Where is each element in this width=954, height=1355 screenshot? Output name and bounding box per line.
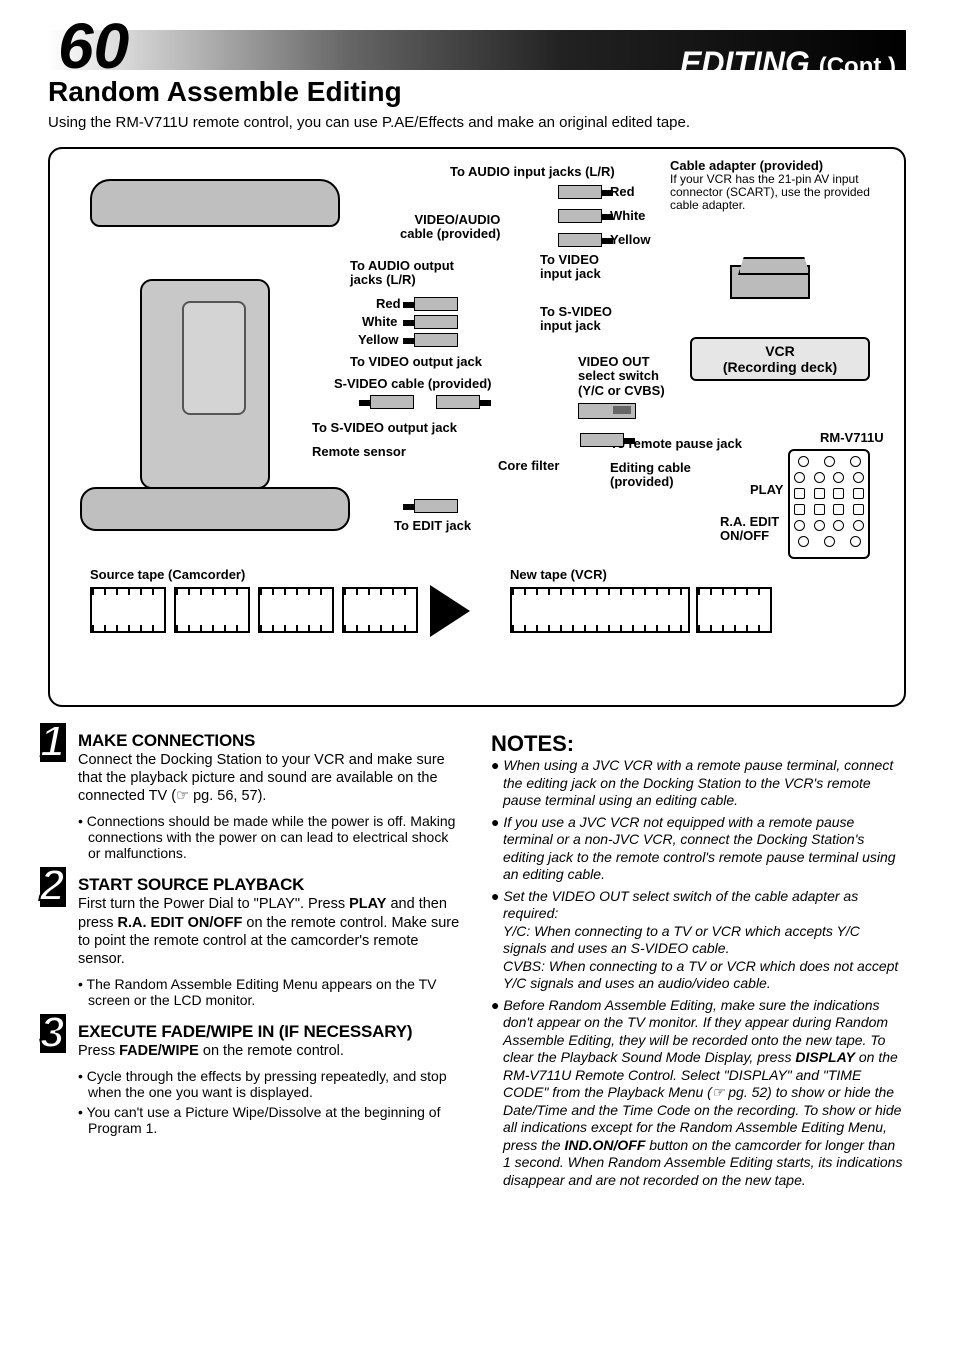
lbl-videoout-switch: VIDEO OUT select switch (Y/C or CVBS) (578, 355, 665, 398)
film-src-3 (258, 587, 334, 633)
connection-diagram: To AUDIO input jacks (L/R) Red White Yel… (48, 147, 906, 707)
lbl-edit-jack: To EDIT jack (394, 519, 471, 533)
switch-icon (578, 403, 636, 419)
docking-station-back (90, 179, 340, 227)
lbl-play: PLAY (750, 483, 783, 497)
lbl-yellow: Yellow (610, 233, 650, 247)
lbl-rm: RM-V711U (820, 431, 884, 445)
note-item: When using a JVC VCR with a remote pause… (491, 757, 906, 810)
plug-red-r (558, 185, 602, 199)
plug-remote-pause (580, 433, 624, 447)
camcorder-body (140, 279, 270, 489)
film-src-4 (342, 587, 418, 633)
lbl-yellow2: Yellow (358, 333, 398, 347)
plug-white-r (558, 209, 602, 223)
step-body: First turn the Power Dial to "PLAY". Pre… (78, 895, 463, 968)
film-src-1 (90, 587, 166, 633)
film-src-2 (174, 587, 250, 633)
step-bullets: Connections should be made while the pow… (78, 813, 463, 861)
step-3: 3EXECUTE FADE/WIPE IN (IF NECESSARY)Pres… (48, 1022, 463, 1136)
film-new-2 (696, 587, 772, 633)
lbl-va-cable: VIDEO/AUDIO cable (provided) (400, 213, 500, 242)
lbl-remote-sensor: Remote sensor (312, 445, 406, 459)
lbl-video-in: To VIDEO input jack (540, 253, 601, 282)
plug-red (414, 297, 458, 311)
plug-svideo-l (370, 395, 414, 409)
note-item: If you use a JVC VCR not equipped with a… (491, 814, 906, 884)
lbl-white: White (610, 209, 645, 223)
intro-text: Using the RM-V711U remote control, you c… (48, 114, 906, 131)
scart-icon (730, 265, 810, 299)
notes-column: NOTES: When using a JVC VCR with a remot… (491, 731, 906, 1193)
instruction-columns: 1MAKE CONNECTIONSConnect the Docking Sta… (48, 731, 906, 1193)
step-title: START SOURCE PLAYBACK (78, 875, 463, 895)
lbl-video-out: To VIDEO output jack (350, 355, 482, 369)
step-title: EXECUTE FADE/WIPE IN (IF NECESSARY) (78, 1022, 463, 1042)
plug-yellow-r (558, 233, 602, 247)
step-number: 2 (40, 867, 66, 906)
lbl-editing-cable: Editing cable (provided) (610, 461, 691, 490)
lbl-newtape: New tape (VCR) (510, 567, 607, 582)
section-name: EDITING (680, 45, 810, 81)
lbl-core-filter: Core filter (498, 459, 559, 473)
plug-svideo-r (436, 395, 480, 409)
step-bullet: You can't use a Picture Wipe/Dissolve at… (78, 1104, 463, 1136)
lbl-red: Red (610, 185, 635, 199)
step-bullet: Cycle through the effects by pressing re… (78, 1068, 463, 1100)
lbl-source: Source tape (Camcorder) (90, 567, 245, 582)
plug-white (414, 315, 458, 329)
step-2: 2START SOURCE PLAYBACKFirst turn the Pow… (48, 875, 463, 1008)
plug-yellow (414, 333, 458, 347)
step-number: 3 (40, 1014, 66, 1053)
lbl-svideo-out: To S-VIDEO output jack (312, 421, 457, 435)
page-number: 60 (58, 24, 129, 69)
header-bar: 60 EDITING (Cont.) (48, 30, 906, 70)
plug-edit (414, 499, 458, 513)
remote-control-icon (788, 449, 870, 559)
step-bullets: The Random Assemble Editing Menu appears… (78, 976, 463, 1008)
step-bullet: The Random Assemble Editing Menu appears… (78, 976, 463, 1008)
lbl-cable-adapter-body: If your VCR has the 21-pin AV input conn… (670, 173, 870, 213)
lbl-audio-out: To AUDIO output jacks (L/R) (350, 259, 454, 288)
vcr-box: VCR (Recording deck) (690, 337, 870, 381)
steps-column: 1MAKE CONNECTIONSConnect the Docking Sta… (48, 731, 463, 1193)
lbl-raedit: R.A. EDIT ON/OFF (720, 515, 779, 544)
docking-station-base (80, 487, 350, 531)
lbl-svideo-cable: S-VIDEO cable (provided) (334, 377, 491, 391)
step-body: Connect the Docking Station to your VCR … (78, 751, 463, 805)
section-cont: (Cont.) (819, 53, 896, 80)
step-title: MAKE CONNECTIONS (78, 731, 463, 751)
lbl-white2: White (362, 315, 397, 329)
film-new-1 (510, 587, 690, 633)
note-item: Set the VIDEO OUT select switch of the c… (491, 888, 906, 993)
step-number: 1 (40, 723, 66, 762)
notes-title: NOTES: (491, 731, 906, 757)
lbl-audio-in: To AUDIO input jacks (L/R) (450, 165, 615, 179)
note-item: Before Random Assemble Editing, make sur… (491, 997, 906, 1190)
step-bullets: Cycle through the effects by pressing re… (78, 1068, 463, 1136)
lbl-red2: Red (376, 297, 401, 311)
lbl-svideo-in: To S-VIDEO input jack (540, 305, 612, 334)
section-title: EDITING (Cont.) (680, 43, 896, 87)
step-bullet: Connections should be made while the pow… (78, 813, 463, 861)
arrow-icon (430, 585, 470, 637)
step-body: Press FADE/WIPE on the remote control. (78, 1042, 463, 1060)
notes-list: When using a JVC VCR with a remote pause… (491, 757, 906, 1189)
step-1: 1MAKE CONNECTIONSConnect the Docking Sta… (48, 731, 463, 861)
